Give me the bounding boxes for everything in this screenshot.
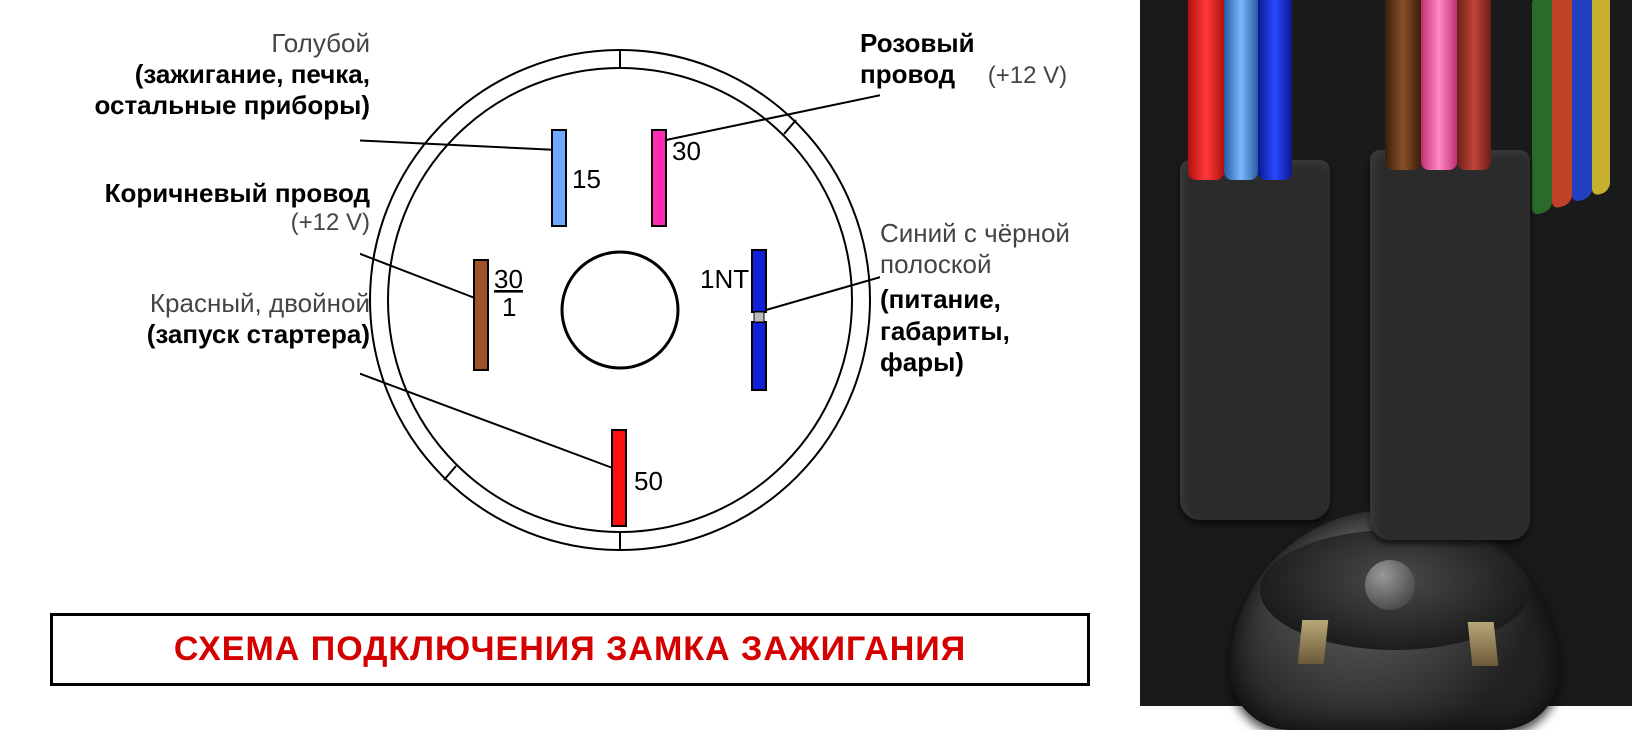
- pin-15-label: 15: [572, 164, 601, 194]
- pin-1nt: 1NT: [700, 250, 766, 390]
- label-pink-name: Розовый провод: [860, 28, 975, 90]
- leader-brown: [360, 250, 480, 300]
- label-blueblk-desc: (питание, габариты, фары): [880, 284, 1140, 378]
- label-pink: Розовый провод (+12 V): [860, 28, 1140, 90]
- wire-red: [1188, 0, 1224, 180]
- title-text: СХЕМА ПОДКЛЮЧЕНИЯ ЗАМКА ЗАЖИГАНИЯ: [63, 630, 1077, 669]
- tick: [444, 466, 456, 480]
- leader-red: [360, 370, 618, 470]
- label-blueblk-name: Синий с чёрной полоской: [880, 218, 1140, 280]
- ignition-lock-diagram: 15 30 30 1 1NT 50: [360, 40, 880, 560]
- wire-darkred: [1457, 0, 1491, 170]
- wire-sleeve-right: [1370, 150, 1530, 540]
- pin-1nt-label: 1NT: [700, 264, 749, 294]
- center-hole: [562, 252, 678, 368]
- pin-15: 15: [552, 130, 601, 226]
- label-blueblk: Синий с чёрной полоской (питание, габари…: [880, 218, 1140, 378]
- wire-sleeve-left: [1180, 160, 1330, 520]
- photo-area: [1140, 0, 1632, 706]
- leader-blueblk: [766, 270, 880, 310]
- label-brown-volt: (+12 V): [10, 209, 370, 238]
- bg-wire-bundle: [1532, 0, 1632, 216]
- connector-body: [1230, 510, 1560, 730]
- label-pink-volt: (+12 V): [988, 62, 1067, 89]
- pin-30: 30: [652, 130, 701, 226]
- label-brown: Коричневый провод (+12 V): [10, 178, 370, 238]
- title-box: СХЕМА ПОДКЛЮЧЕНИЯ ЗАМКА ЗАЖИГАНИЯ: [50, 613, 1090, 686]
- pin-50-label: 50: [634, 466, 663, 496]
- diagram-area: 15 30 30 1 1NT 50 Голубой (зажигание, пе…: [0, 0, 1140, 706]
- label-blue: Голубой (зажигание, печка, остальные при…: [30, 28, 370, 122]
- wire-blue: [1258, 0, 1292, 180]
- label-red-name: Красный, двойной: [10, 288, 370, 319]
- pin-30-1: 30 1: [474, 260, 523, 370]
- label-blue-name: Голубой: [30, 28, 370, 59]
- wire-brown: [1385, 0, 1421, 170]
- label-blue-desc: (зажигание, печка, остальные приборы): [30, 59, 370, 121]
- label-red: Красный, двойной (запуск стартера): [10, 288, 370, 350]
- pin-30-1-label-bot: 1: [502, 292, 516, 322]
- wire-pink: [1421, 0, 1457, 170]
- label-red-desc: (запуск стартера): [10, 319, 370, 350]
- pin-50: 50: [612, 430, 663, 526]
- pin-30-label: 30: [672, 136, 701, 166]
- leader-blue: [360, 140, 558, 150]
- leader-pink: [666, 90, 880, 140]
- label-brown-name: Коричневый провод: [10, 178, 370, 209]
- tick: [784, 120, 796, 134]
- wire-lightblue: [1224, 0, 1258, 180]
- pin-30-1-label-top: 30: [494, 264, 523, 294]
